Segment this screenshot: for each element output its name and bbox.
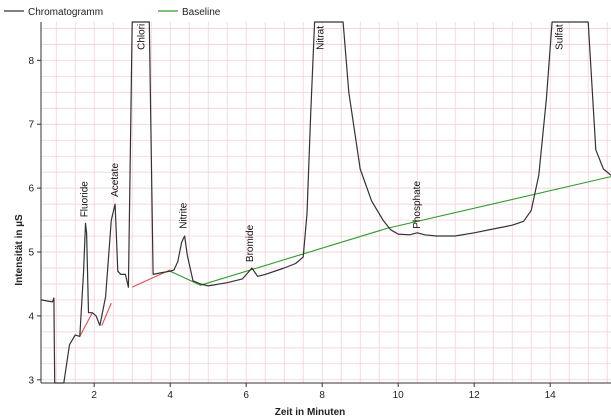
peak-label-acetate: Acetate	[110, 163, 121, 197]
y-tick-label: 7	[28, 120, 34, 131]
x-tick-label: 14	[545, 390, 557, 401]
axes	[37, 22, 611, 387]
grid	[41, 22, 611, 383]
x-tick-label: 10	[393, 390, 405, 401]
y-tick-label: 4	[28, 311, 34, 322]
series-line-chromatogramm	[40, 21, 611, 384]
x-tick-label: 6	[243, 390, 249, 401]
x-tick-label: 12	[469, 390, 481, 401]
integration-baseline-segment	[79, 312, 93, 337]
y-tick-label: 3	[28, 375, 34, 386]
series-layer	[40, 21, 611, 384]
peak-label-sulfat: Sulfat	[555, 24, 566, 50]
y-tick-label: 8	[28, 56, 34, 67]
peak-labels: Fluoride Acetate Chlori Nitrite Bromide Nitra…	[80, 24, 566, 262]
peak-label-chlori: Chlori	[137, 24, 148, 50]
series-line-baseline	[169, 176, 611, 286]
y-axis-title: Intensität in µS	[14, 214, 25, 286]
x-tick-label: 8	[319, 390, 325, 401]
integration-baseline-segment	[101, 302, 112, 326]
peak-label-nitrite: Nitrite	[179, 202, 190, 229]
legend-label-baseline: Baseline	[182, 7, 221, 18]
x-axis-title: Zeit in Minuten	[275, 407, 346, 418]
legend: Chromatogramm Baseline	[4, 7, 221, 18]
x-tick-label: 4	[167, 390, 173, 401]
peak-label-phosphate: Phosphate	[412, 181, 423, 229]
peak-label-fluoride: Fluoride	[80, 181, 91, 218]
legend-label-chromatogramm: Chromatogramm	[28, 7, 103, 18]
y-tick-label: 6	[28, 184, 34, 195]
x-tick-label: 2	[91, 390, 97, 401]
tick-labels: 2 4 6 8 10 12 14 3 4 5 6 7 8	[28, 56, 556, 401]
y-tick-label: 5	[28, 248, 34, 259]
peak-label-bromide: Bromide	[245, 224, 256, 262]
peak-label-nitrat: Nitrat	[315, 26, 326, 50]
